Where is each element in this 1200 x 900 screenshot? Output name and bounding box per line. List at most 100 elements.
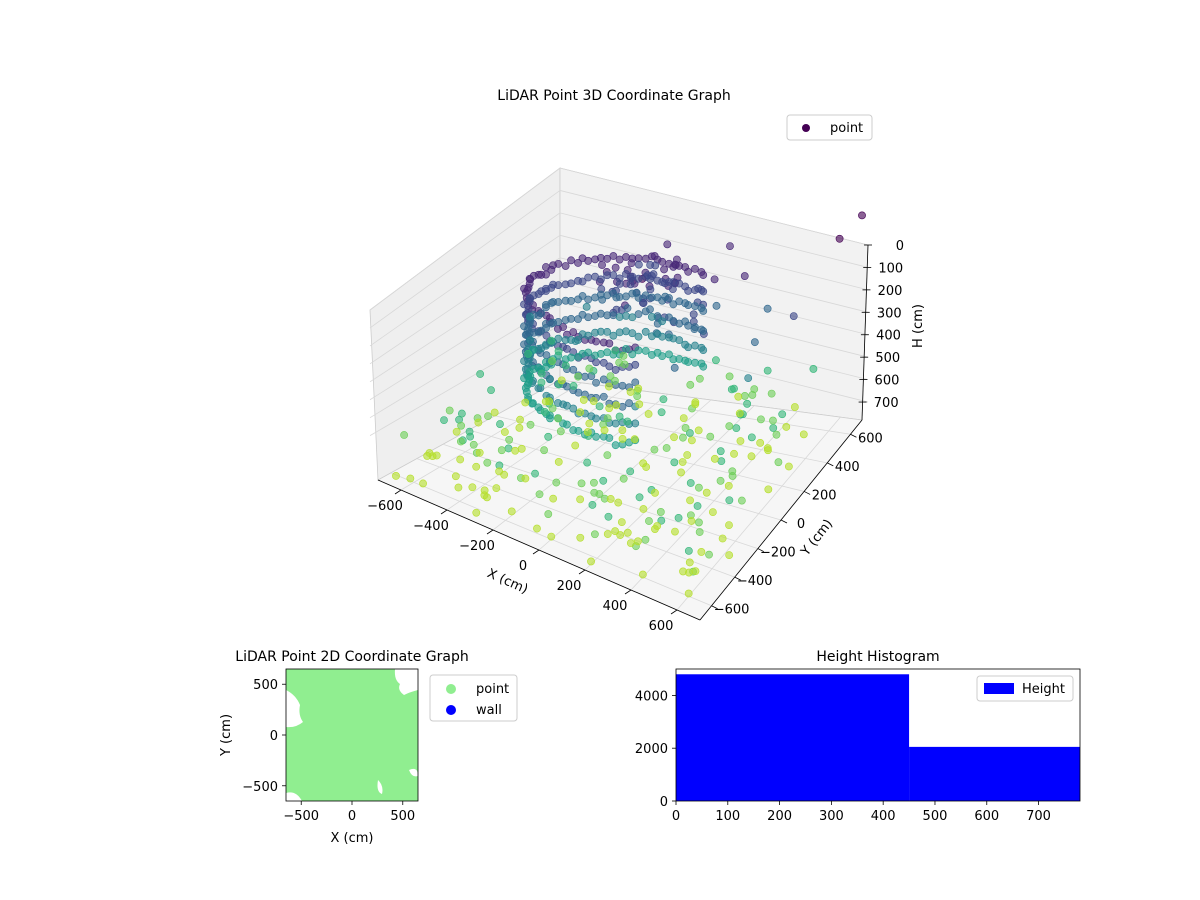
data-point (725, 422, 734, 431)
data-point (678, 458, 687, 466)
data-point (590, 478, 598, 487)
data-point (736, 437, 745, 445)
data-point (725, 496, 734, 505)
y-tick-label: 600 (858, 431, 883, 446)
data-point (603, 414, 612, 422)
data-point (492, 484, 501, 493)
data-point (587, 412, 596, 421)
data-point (641, 535, 650, 544)
data-point (571, 441, 580, 450)
z-tick-label: 200 (878, 284, 903, 299)
data-point (540, 446, 548, 455)
data-point (440, 416, 448, 425)
data-point (708, 508, 717, 517)
y-tick (711, 605, 718, 610)
data-point (647, 332, 656, 341)
data-point (625, 399, 633, 408)
legend-histogram-box (976, 675, 1074, 702)
grid-line-z (369, 212, 561, 347)
data-point (618, 381, 627, 390)
data-point (406, 474, 415, 483)
data-point (579, 396, 588, 404)
data-point (611, 263, 620, 272)
data-point (533, 524, 541, 533)
data-point (547, 265, 556, 274)
data-point (567, 315, 575, 323)
legend-histogram-swatch (984, 683, 1014, 694)
data-point (659, 395, 668, 404)
data-point (615, 313, 624, 321)
data-point (614, 498, 623, 507)
data-point (505, 435, 514, 444)
data-point (610, 376, 619, 385)
data-point (660, 265, 668, 274)
map-gaps (286, 669, 418, 801)
data-point (670, 433, 678, 442)
data-point (634, 332, 643, 341)
data-point (456, 437, 465, 446)
data-point (639, 505, 648, 513)
data-point (674, 513, 683, 522)
data-point (716, 447, 725, 456)
data-point (685, 429, 694, 437)
data-point (554, 399, 562, 407)
data-point (526, 336, 535, 345)
data-point (576, 533, 585, 542)
data-point (686, 479, 695, 487)
data-point (735, 409, 744, 418)
hist-x-tick-label: 600 (974, 809, 999, 824)
data-point (474, 418, 483, 427)
data-point (534, 403, 543, 412)
z-tick-label: 300 (877, 306, 902, 321)
data-point (589, 397, 598, 405)
data-point (542, 270, 550, 279)
legend-histogram: Height (976, 675, 1074, 702)
hist-x-tick-label: 400 (871, 809, 896, 824)
x-tick-label: 200 (557, 579, 582, 594)
data-point (480, 486, 489, 495)
data-point (531, 469, 539, 478)
data-point (646, 285, 655, 294)
data-point (809, 365, 818, 373)
x2d-tick-label: 500 (390, 809, 415, 824)
grid-line-x (676, 416, 841, 611)
data-point (697, 343, 706, 352)
data-point (778, 410, 787, 419)
data-point (599, 476, 608, 485)
data-point (475, 448, 484, 457)
data-point (605, 362, 614, 371)
data-point (626, 539, 635, 548)
grid-line-z (369, 190, 561, 329)
grid-line-y (494, 415, 805, 492)
data-point (585, 419, 594, 428)
data-point (584, 331, 593, 340)
data-point (567, 279, 575, 288)
data-point (615, 412, 624, 421)
data-point (750, 338, 759, 347)
data-point (687, 517, 696, 525)
data-point (599, 358, 608, 367)
data-point (789, 312, 798, 320)
chart-2d: LiDAR Point 2D Coordinate Graph −500 0 500… (219, 649, 518, 846)
data-point (497, 446, 506, 455)
data-point (500, 428, 509, 436)
data-point (576, 495, 585, 504)
data-point (641, 327, 650, 336)
data-point (569, 382, 578, 390)
data-point (747, 433, 756, 442)
data-point (724, 481, 733, 490)
data-point (670, 363, 679, 372)
data-point (689, 310, 698, 319)
data-point (725, 551, 734, 560)
y-tick-label: −600 (714, 603, 750, 618)
x-tick-label: −600 (367, 499, 403, 514)
hist-y-tick-label: 4000 (635, 689, 668, 704)
data-point (835, 234, 844, 243)
histogram-title: Height Histogram (816, 649, 939, 665)
data-point (487, 386, 495, 395)
data-point (747, 452, 756, 461)
data-point (691, 264, 699, 273)
y-tick-label: 400 (835, 460, 860, 475)
hist-x-tick-label: 300 (819, 809, 844, 824)
